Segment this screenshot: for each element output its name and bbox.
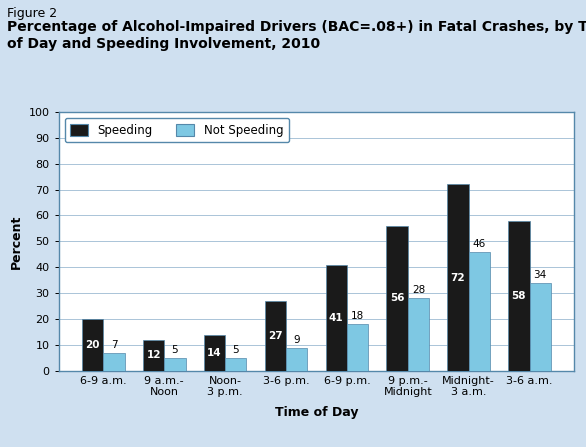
Bar <box>386 226 408 371</box>
Text: 34: 34 <box>534 270 547 280</box>
Legend: Speeding, Not Speeding: Speeding, Not Speeding <box>64 118 289 143</box>
Text: 58: 58 <box>512 291 526 301</box>
Text: 41: 41 <box>329 313 343 323</box>
Bar <box>143 340 164 371</box>
Bar <box>286 348 307 371</box>
Text: 28: 28 <box>412 285 425 295</box>
Text: 7: 7 <box>111 340 117 350</box>
Text: 46: 46 <box>473 239 486 249</box>
Bar <box>82 319 103 371</box>
Text: 5: 5 <box>233 345 239 355</box>
Text: 9: 9 <box>294 334 300 345</box>
Bar <box>326 265 347 371</box>
Bar <box>530 283 551 371</box>
Bar <box>164 358 186 371</box>
Bar <box>447 184 469 371</box>
Text: 20: 20 <box>86 340 100 350</box>
Text: 27: 27 <box>268 331 282 341</box>
Y-axis label: Percent: Percent <box>10 214 23 269</box>
Text: 14: 14 <box>207 348 222 358</box>
Text: 56: 56 <box>390 293 404 304</box>
Bar <box>408 299 429 371</box>
Bar <box>347 325 368 371</box>
Text: Figure 2: Figure 2 <box>7 7 57 20</box>
Text: 18: 18 <box>351 311 364 321</box>
Bar <box>103 353 125 371</box>
Bar <box>508 221 530 371</box>
Bar <box>469 252 490 371</box>
Bar <box>204 335 225 371</box>
X-axis label: Time of Day: Time of Day <box>275 406 358 419</box>
Text: 5: 5 <box>172 345 178 355</box>
Bar <box>225 358 247 371</box>
Text: Percentage of Alcohol-Impaired Drivers (BAC=.08+) in Fatal Crashes, by Time
of D: Percentage of Alcohol-Impaired Drivers (… <box>7 20 586 51</box>
Bar <box>265 301 286 371</box>
Text: 72: 72 <box>451 273 465 283</box>
Text: 12: 12 <box>146 350 161 360</box>
